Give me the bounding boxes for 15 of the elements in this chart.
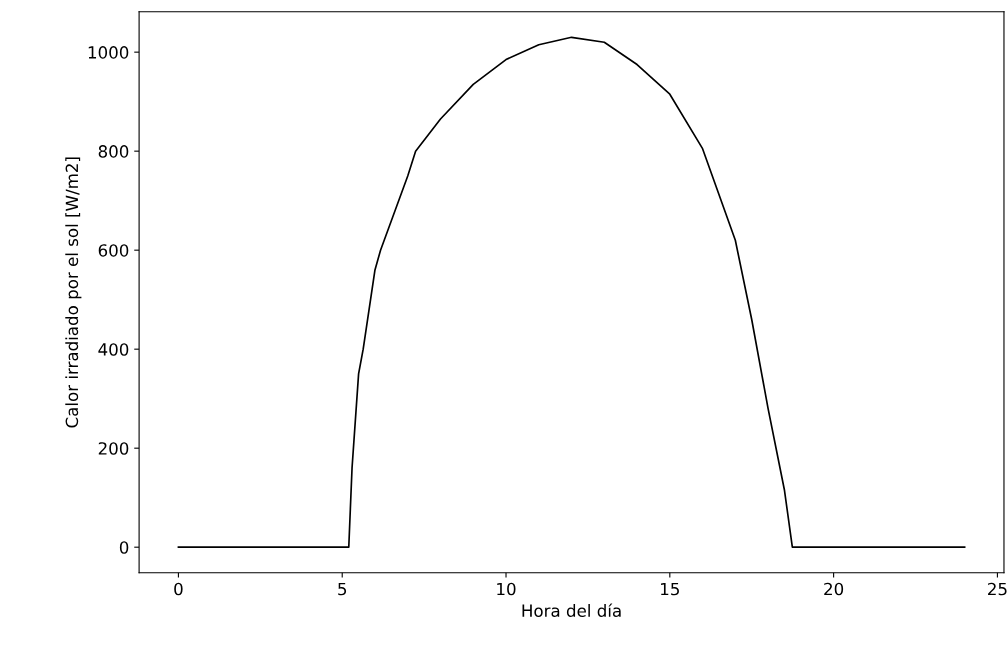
y-tick-label: 400: [98, 343, 129, 356]
y-axis-title: Calor irradiado por el sol [W/m2]: [65, 157, 82, 428]
x-tick-label: 5: [338, 582, 347, 596]
y-tick-label: 0: [119, 541, 129, 554]
x-tick-label: 25: [988, 582, 1007, 596]
line-series: [177, 36, 966, 549]
x-axis-title: Hora del día: [522, 603, 621, 617]
x-tick-label: 15: [661, 582, 679, 596]
x-tick-label: 10: [497, 582, 516, 596]
x-tick-label: 20: [824, 582, 844, 596]
x-tick-label: 0: [174, 582, 183, 596]
y-tick-label: 200: [98, 442, 129, 455]
y-tick-label: 1000: [88, 46, 129, 59]
y-tick-label: 600: [98, 244, 129, 257]
y-tick-label: 800: [98, 145, 129, 158]
